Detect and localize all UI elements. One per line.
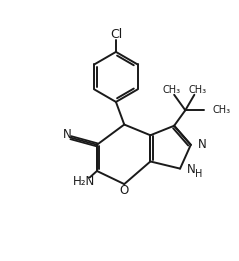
Text: Cl: Cl xyxy=(110,28,122,41)
Text: H₂N: H₂N xyxy=(73,175,95,188)
Text: H: H xyxy=(195,169,202,179)
Text: N: N xyxy=(186,163,195,176)
Text: O: O xyxy=(120,184,129,197)
Text: CH₃: CH₃ xyxy=(212,105,230,115)
Text: CH₃: CH₃ xyxy=(162,85,180,95)
Text: CH₃: CH₃ xyxy=(188,85,206,95)
Text: N: N xyxy=(197,138,206,151)
Text: N: N xyxy=(62,128,71,141)
